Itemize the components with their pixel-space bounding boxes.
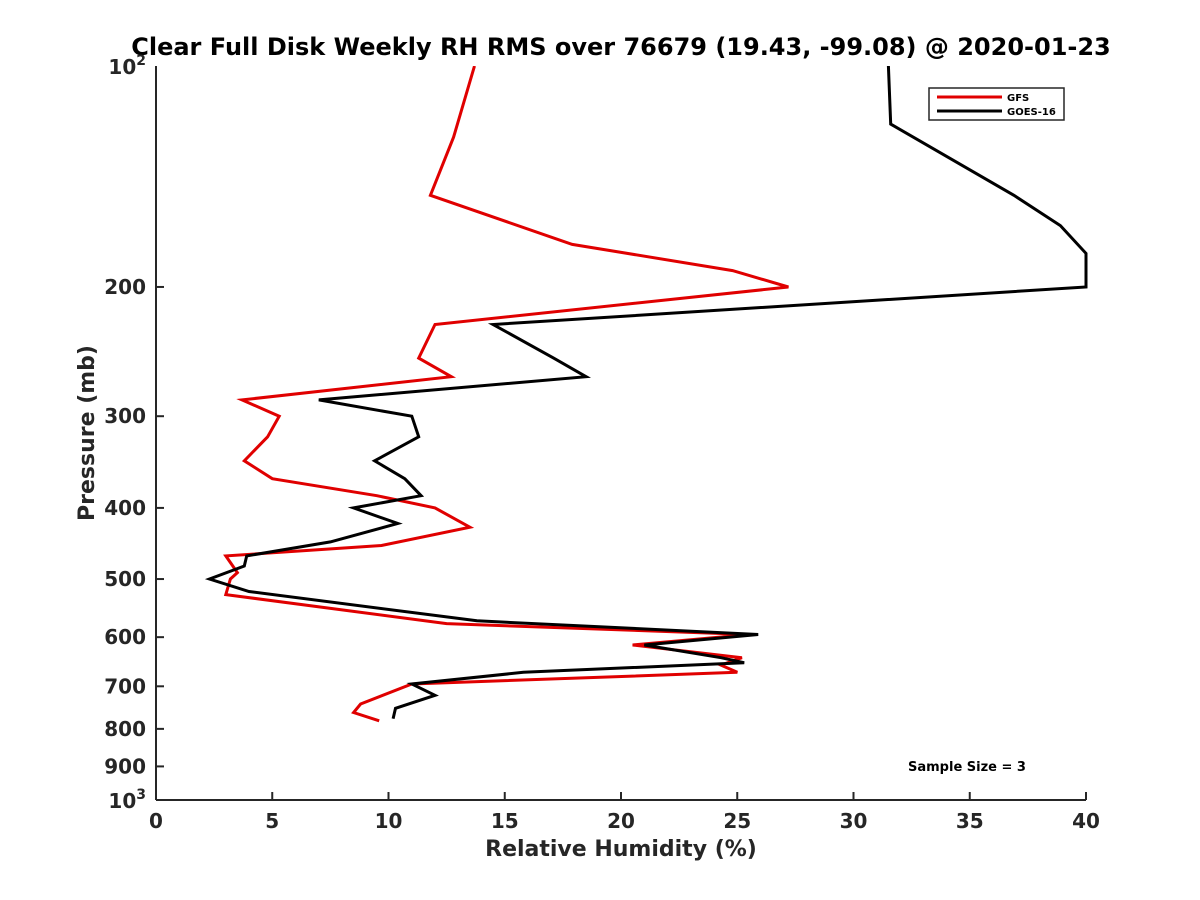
y-tick-label: 900 [104, 754, 146, 778]
x-tick-label: 30 [840, 809, 868, 833]
x-axis-label: Relative Humidity (%) [485, 837, 757, 862]
x-tick-label: 10 [375, 809, 403, 833]
legend-label-gfs: GFS [1007, 93, 1029, 104]
y-ticks: 200 300 400 500 600 700 800 900 102 103 [104, 53, 164, 813]
y-tick-label: 200 [104, 275, 146, 299]
series-layer [204, 66, 1088, 723]
y-tick-label: 600 [104, 625, 146, 649]
y-tick-label: 300 [104, 404, 146, 428]
y-tick-label: 400 [104, 496, 146, 520]
x-tick-label: 35 [956, 809, 984, 833]
y-tick-label: 103 [108, 787, 146, 813]
series-line-goes16 [204, 66, 1088, 720]
chart-title: Clear Full Disk Weekly RH RMS over 76679… [131, 33, 1111, 61]
x-tick-label: 15 [491, 809, 519, 833]
x-ticks: 0 5 10 15 20 25 30 35 40 [149, 792, 1100, 833]
x-tick-label: 5 [265, 809, 279, 833]
x-tick-label: 0 [149, 809, 163, 833]
x-tick-label: 20 [607, 809, 635, 833]
legend: GFS GOES-16 [928, 87, 1065, 121]
x-tick-label: 25 [723, 809, 751, 833]
y-tick-label: 800 [104, 717, 146, 741]
legend-label-goes16: GOES-16 [1007, 107, 1056, 118]
x-tick-label: 40 [1072, 809, 1100, 833]
y-axis-label: Pressure (mb) [75, 345, 100, 521]
y-tick-label: 500 [104, 567, 146, 591]
legend-box [928, 87, 1065, 121]
y-tick-label: 102 [108, 53, 146, 79]
y-tick-label: 700 [104, 674, 146, 698]
sample-size-annotation: Sample Size = 3 [908, 760, 1026, 775]
axes-layer [155, 66, 1086, 801]
